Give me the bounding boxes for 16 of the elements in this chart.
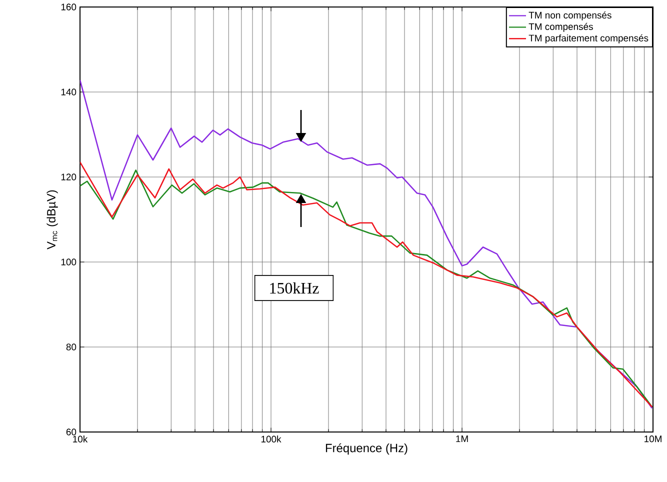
y-tick-label: 60 — [66, 428, 76, 436]
x-tick-label: 100k — [261, 436, 282, 442]
legend-label: TM compensés — [528, 22, 593, 32]
y-tick-label: 160 — [61, 4, 76, 10]
y-tick-label: 120 — [61, 174, 76, 180]
y-tick-label: 140 — [61, 88, 76, 96]
annotation: 150kHz — [270, 282, 319, 294]
x-axis-title: Fréquence (Hz) — [326, 443, 408, 455]
x-tick-label: 10M — [644, 436, 662, 442]
y-tick-label: 80 — [66, 344, 76, 350]
y-tick-label: 100 — [61, 258, 76, 266]
y-axis-title: V$_{mc}$ (dBµV) — [46, 190, 58, 250]
x-tick-label: 10k — [73, 436, 88, 442]
legend-label: TM non compensés — [528, 11, 612, 20]
x-tick-label: 1M — [456, 436, 468, 442]
legend-label: TM parfaitement compensés — [528, 34, 648, 44]
